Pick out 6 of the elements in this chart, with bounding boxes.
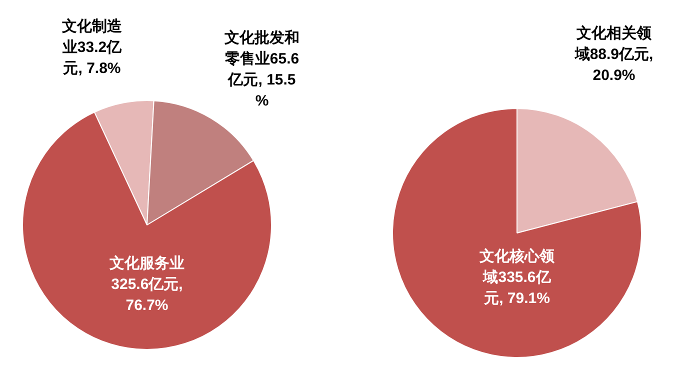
slice-label: 文化服务业 — [108, 255, 184, 272]
slice-label: 文化核心领域335.6亿元, 79.1% — [478, 247, 556, 308]
slice-label: 文化批发和零售业65.6亿元, 15.5% — [224, 30, 300, 110]
data-label: 325.6亿元, 76.7% — [111, 276, 183, 314]
slice-label: 文化相关领域88.9亿元, 20.9% — [574, 25, 654, 84]
slice-label: 文化制造业33.2亿元, 7.8% — [61, 18, 123, 78]
